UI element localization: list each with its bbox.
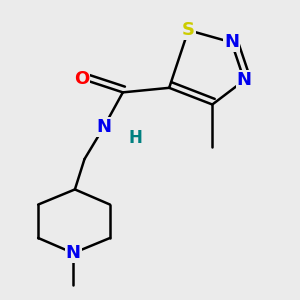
- Text: H: H: [129, 129, 142, 147]
- Text: N: N: [224, 33, 239, 51]
- Text: N: N: [96, 118, 111, 136]
- Text: N: N: [66, 244, 81, 262]
- Text: N: N: [237, 71, 252, 89]
- Text: S: S: [182, 21, 195, 39]
- Text: O: O: [74, 70, 89, 88]
